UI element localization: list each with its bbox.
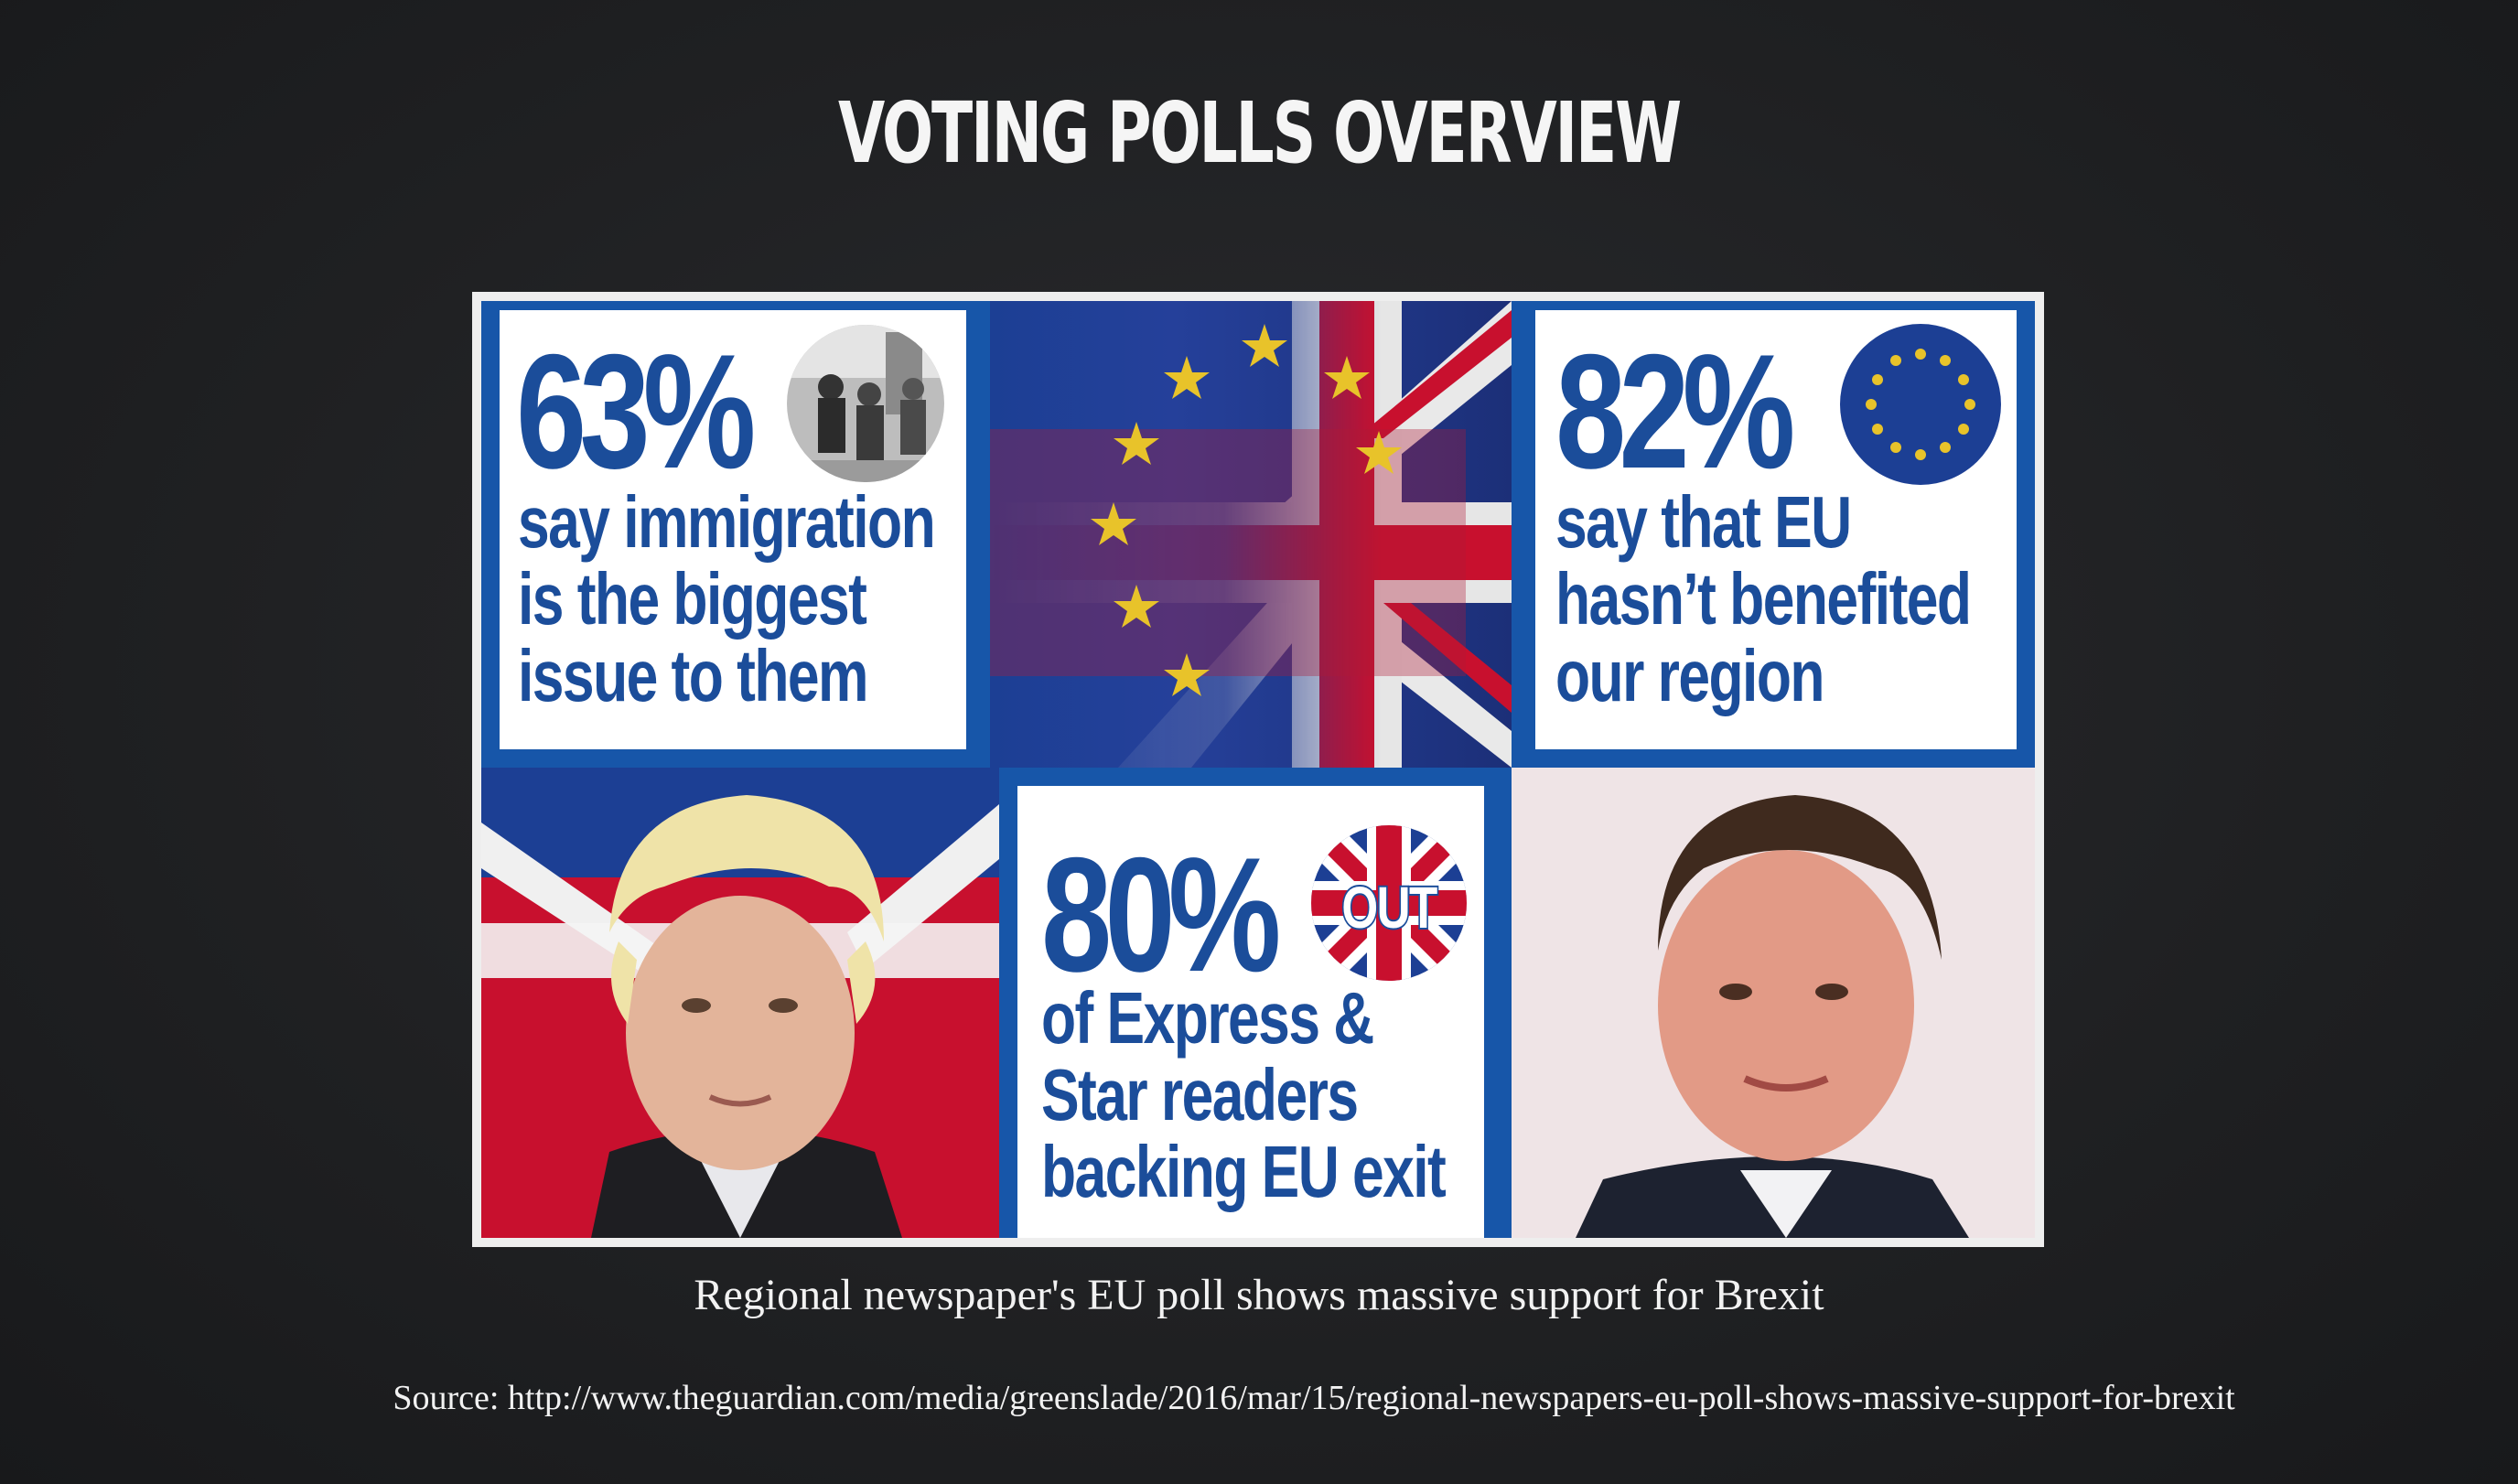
eu-flag-icon	[1840, 324, 2001, 485]
portrait-right-icon	[1512, 768, 2035, 1238]
infographic-frame: 63% say immigration is the biggest issue…	[472, 292, 2044, 1247]
stat-readers-text: of Express & Star readers backing EU exi…	[1041, 977, 1447, 1212]
stat-readers-line1: of Express &	[1041, 977, 1374, 1059]
stat-immigration-line2: is the biggest	[518, 558, 867, 640]
union-jack-out-badge-icon	[1311, 825, 1467, 981]
flag-blend-icon	[990, 301, 1512, 768]
infographic-collage: 63% say immigration is the biggest issue…	[481, 301, 2035, 1238]
stat-immigration-percent: 63%	[516, 320, 756, 502]
stat-eu-benefit-line1: say that EU	[1555, 481, 1852, 563]
stat-eu-benefit-text: say that EU hasn’t benefited our region	[1555, 481, 1972, 716]
stat-readers-percent: 80%	[1041, 823, 1281, 1005]
image-caption: Regional newspaper's EU poll shows massi…	[694, 1271, 1824, 1319]
stat-eu-benefit-line3: our region	[1555, 635, 1824, 716]
stat-eu-benefit-percent: 82%	[1555, 320, 1795, 502]
eu-union-flag-image	[990, 301, 1512, 768]
slide-title: VOTING POLLS OVERVIEW	[837, 84, 1682, 182]
stat-immigration-text: say immigration is the biggest issue to …	[518, 481, 936, 716]
portrait-left-icon	[481, 768, 999, 1238]
crowd-photo-icon	[787, 325, 944, 482]
stat-eu-benefit-line2: hasn’t benefited	[1555, 558, 1972, 640]
out-badge-label: OUT	[1340, 873, 1439, 942]
stat-immigration-line3: issue to them	[518, 635, 869, 716]
stat-eu-benefit-panel: 82% say that EU hasn’t benefited our reg…	[1535, 310, 2017, 749]
stat-readers-line2: Star readers	[1041, 1054, 1359, 1135]
stat-immigration-panel: 63% say immigration is the biggest issue…	[500, 310, 966, 749]
politician-portrait-right	[1512, 768, 2035, 1238]
stat-readers-panel: 80% OUT of Express & Star reade	[1017, 786, 1484, 1238]
stat-immigration-line1: say immigration	[518, 481, 936, 563]
source-citation: Source: http://www.theguardian.com/media…	[393, 1379, 2235, 1417]
politician-portrait-left	[481, 768, 999, 1238]
stat-readers-line3: backing EU exit	[1041, 1131, 1447, 1212]
eu-stars	[1091, 324, 1402, 696]
